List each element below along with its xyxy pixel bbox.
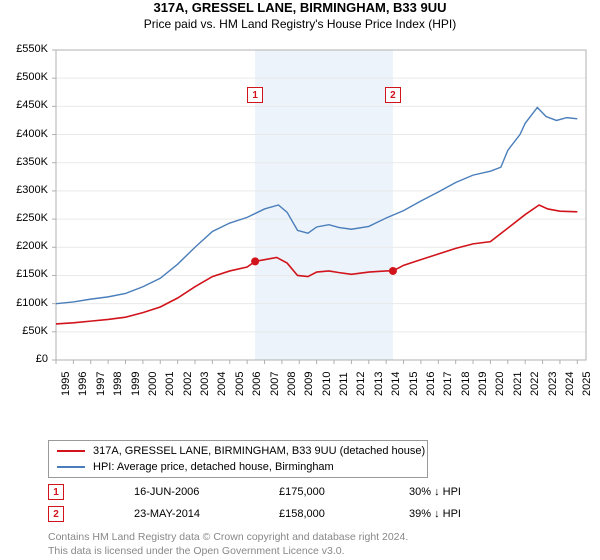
legend-label: HPI: Average price, detached house, Birm… xyxy=(93,461,334,473)
footer-text: Contains HM Land Registry data © Crown c… xyxy=(48,530,408,558)
sale-date: 23-MAY-2014 xyxy=(134,508,239,520)
sale-row: 2 23-MAY-2014 £158,000 39% ↓ HPI xyxy=(48,506,501,522)
legend-swatch-icon xyxy=(57,450,85,452)
sale-price: £158,000 xyxy=(279,508,369,520)
page-title: 317A, GRESSEL LANE, BIRMINGHAM, B33 9UU xyxy=(0,0,600,15)
sale-marker-icon: 2 xyxy=(48,506,64,522)
chart-annotation-box: 2 xyxy=(385,87,401,103)
legend-swatch-icon xyxy=(57,466,85,468)
page-subtitle: Price paid vs. HM Land Registry's House … xyxy=(0,17,600,31)
chart-area: £0£50K£100K£150K£200K£250K£300K£350K£400… xyxy=(0,40,600,410)
sale-delta: 39% ↓ HPI xyxy=(409,508,461,520)
chart-svg xyxy=(0,40,600,410)
sale-price: £175,000 xyxy=(279,486,369,498)
sale-marker-icon: 1 xyxy=(48,484,64,500)
footer-line: Contains HM Land Registry data © Crown c… xyxy=(48,530,408,544)
legend: 317A, GRESSEL LANE, BIRMINGHAM, B33 9UU … xyxy=(48,440,428,478)
legend-item: 317A, GRESSEL LANE, BIRMINGHAM, B33 9UU … xyxy=(57,443,427,459)
chart-annotation-box: 1 xyxy=(247,87,263,103)
legend-item: HPI: Average price, detached house, Birm… xyxy=(57,459,427,475)
footer-line: This data is licensed under the Open Gov… xyxy=(48,544,408,558)
legend-label: 317A, GRESSEL LANE, BIRMINGHAM, B33 9UU … xyxy=(93,445,425,457)
sale-row: 1 16-JUN-2006 £175,000 30% ↓ HPI xyxy=(48,484,501,500)
sale-delta: 30% ↓ HPI xyxy=(409,486,461,498)
sale-date: 16-JUN-2006 xyxy=(134,486,239,498)
